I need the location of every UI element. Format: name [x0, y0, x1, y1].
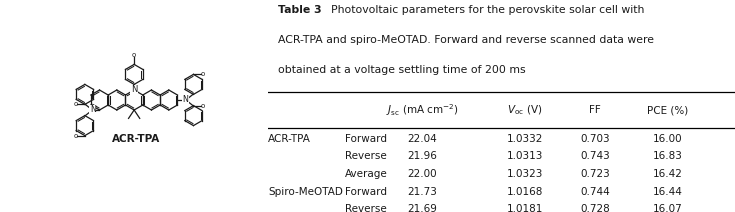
Text: 21.73: 21.73: [407, 187, 437, 197]
Text: obtained at a voltage settling time of 200 ms: obtained at a voltage settling time of 2…: [278, 65, 526, 75]
Text: Spiro-MeOTAD: Spiro-MeOTAD: [268, 187, 343, 197]
Text: Reverse: Reverse: [345, 204, 387, 212]
Text: 0.728: 0.728: [580, 204, 610, 212]
Text: o: o: [132, 52, 136, 58]
Text: 1.0313: 1.0313: [507, 151, 543, 162]
Text: 16.44: 16.44: [653, 187, 682, 197]
Text: 0.703: 0.703: [580, 134, 610, 144]
Text: ACR-TPA: ACR-TPA: [268, 134, 311, 144]
Text: 0.744: 0.744: [580, 187, 610, 197]
Text: ACR-TPA: ACR-TPA: [112, 134, 160, 144]
Text: o: o: [74, 132, 78, 139]
Text: 16.07: 16.07: [653, 204, 682, 212]
Text: 0.723: 0.723: [580, 169, 610, 179]
Text: N: N: [131, 85, 137, 95]
Text: Forward: Forward: [345, 187, 387, 197]
Text: ACR-TPA and spiro-MeOTAD. Forward and reverse scanned data were: ACR-TPA and spiro-MeOTAD. Forward and re…: [278, 35, 653, 45]
Text: 1.0181: 1.0181: [507, 204, 543, 212]
Text: Table 3: Table 3: [278, 5, 321, 15]
Text: 1.0168: 1.0168: [507, 187, 543, 197]
Text: Photovoltaic parameters for the perovskite solar cell with: Photovoltaic parameters for the perovski…: [331, 5, 645, 15]
Text: PCE (%): PCE (%): [647, 105, 688, 115]
Text: 16.00: 16.00: [653, 134, 682, 144]
Text: 16.83: 16.83: [653, 151, 682, 162]
Text: 1.0323: 1.0323: [507, 169, 543, 179]
Text: 21.69: 21.69: [407, 204, 437, 212]
Text: o: o: [201, 103, 205, 109]
Text: N: N: [90, 106, 96, 114]
Text: 1.0332: 1.0332: [507, 134, 543, 144]
Text: 21.96: 21.96: [407, 151, 437, 162]
Text: FF: FF: [589, 105, 600, 115]
Text: 22.00: 22.00: [407, 169, 437, 179]
Text: o: o: [201, 71, 205, 77]
Text: $\it{J}_{\rm sc}$ (mA cm$^{-2}$): $\it{J}_{\rm sc}$ (mA cm$^{-2}$): [386, 102, 459, 118]
Text: 22.04: 22.04: [407, 134, 437, 144]
Text: 0.743: 0.743: [580, 151, 610, 162]
Text: 16.42: 16.42: [653, 169, 682, 179]
Text: $\it{V}_{\rm oc}$ (V): $\it{V}_{\rm oc}$ (V): [507, 103, 542, 117]
Text: o: o: [74, 101, 78, 107]
Text: Reverse: Reverse: [345, 151, 387, 162]
Text: Average: Average: [345, 169, 388, 179]
Text: Forward: Forward: [345, 134, 387, 144]
Text: N: N: [182, 95, 188, 105]
